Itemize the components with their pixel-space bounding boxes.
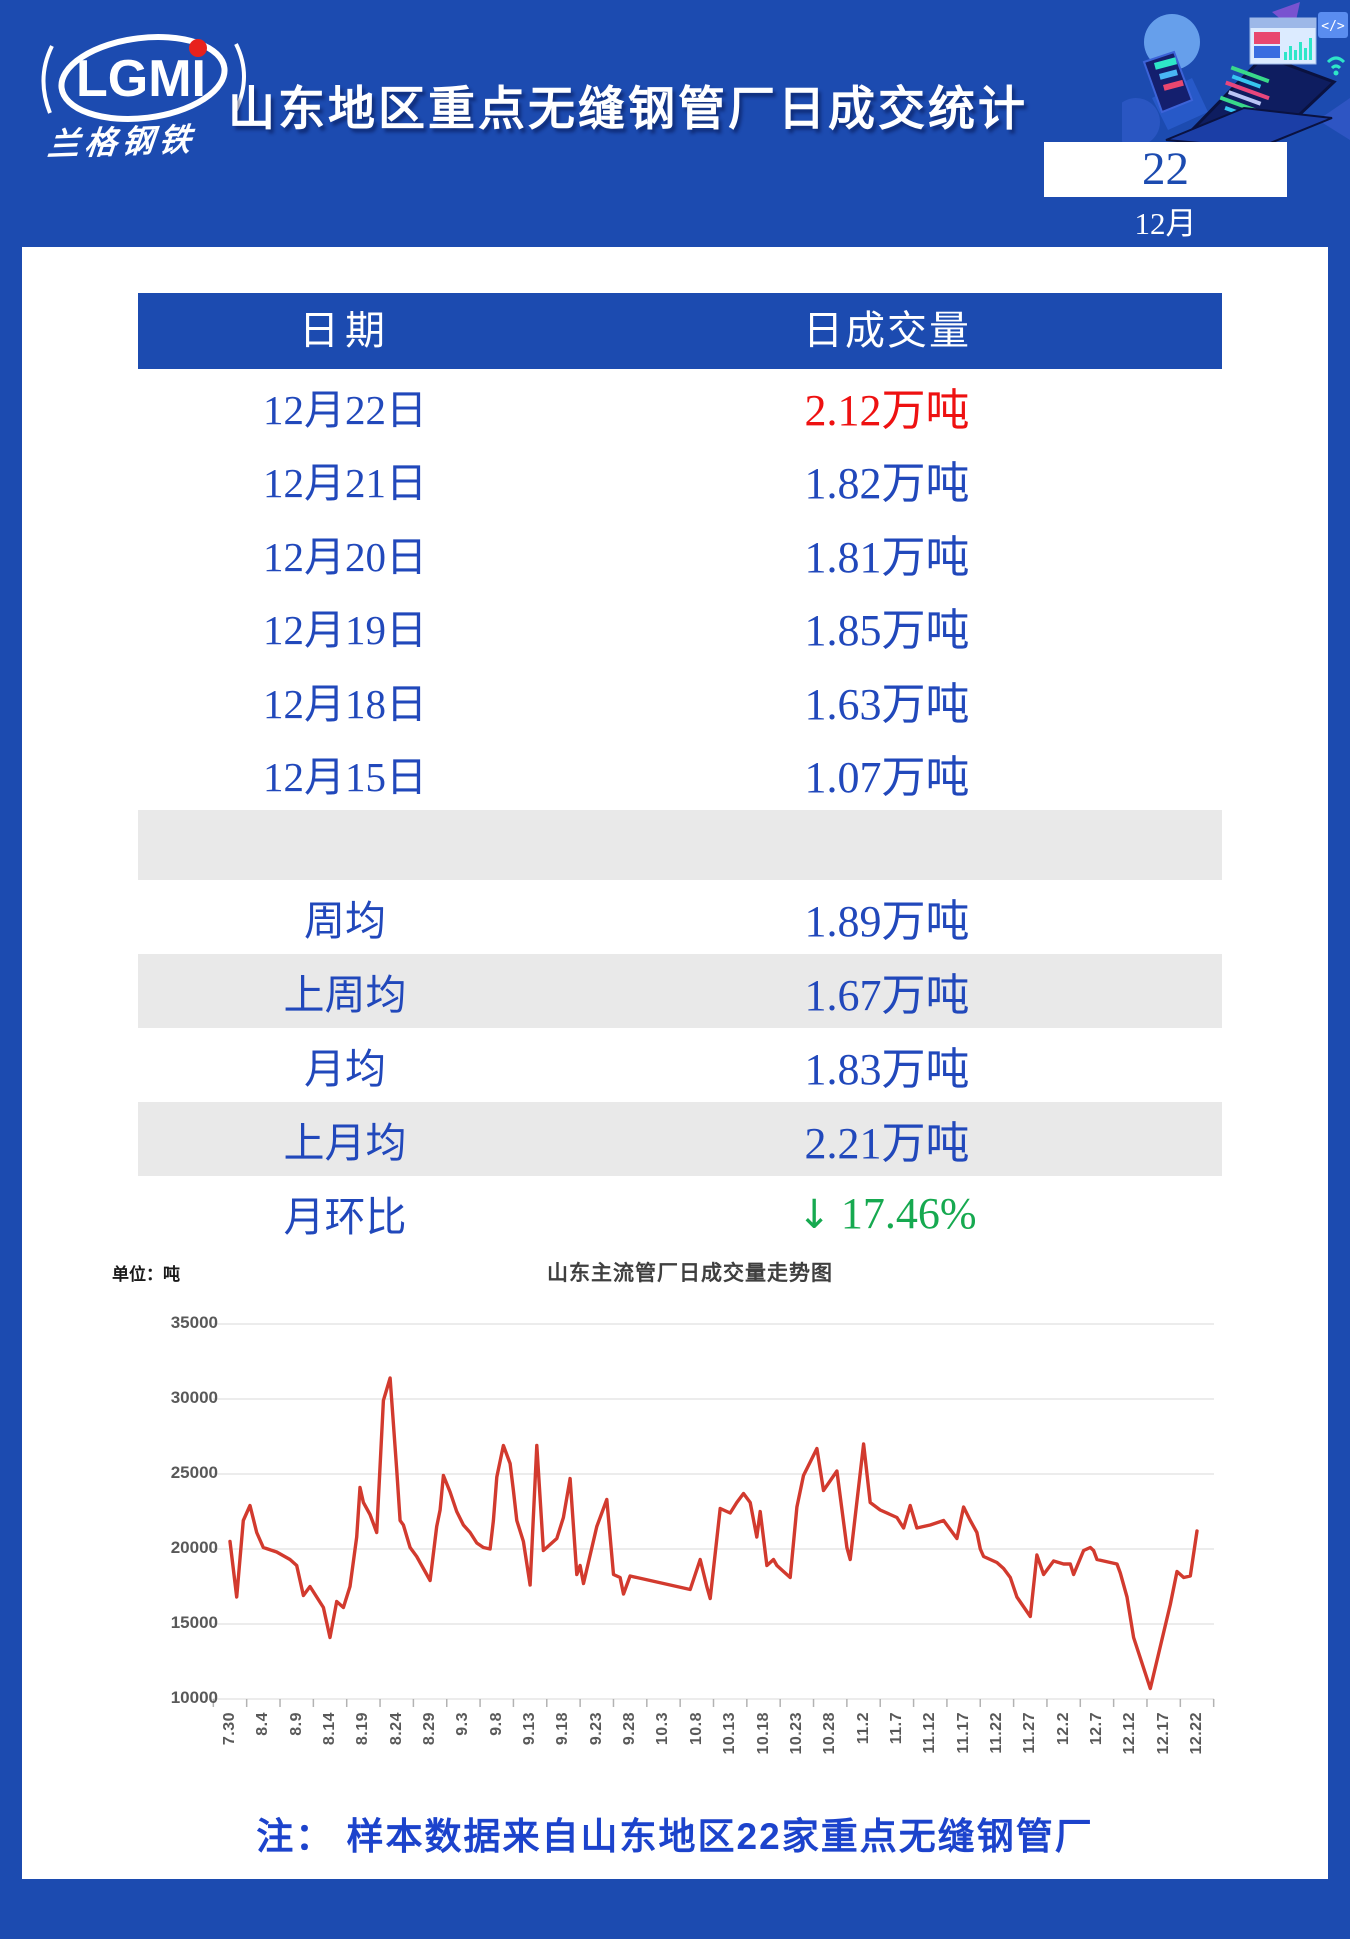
x-axis-tick-label: 9.23: [587, 1712, 605, 1746]
summary-row: 周均 1.89万吨: [138, 880, 1222, 954]
table-body: 12月22日 2.12万吨 12月21日 1.82万吨 12月20日 1.81万吨 12月1…: [138, 369, 1222, 810]
table-row: 12月18日 1.63万吨: [138, 663, 1222, 737]
row-value: 1.63万吨: [804, 679, 970, 729]
table-header-row: 日期 日成交量: [138, 293, 1222, 369]
summary-value: 2.21万吨: [804, 1119, 970, 1168]
x-axis-tick-label: 10.8: [687, 1712, 705, 1746]
x-axis-tick-label: 11.17: [954, 1712, 972, 1754]
table-row: 12月15日 1.07万吨: [138, 737, 1222, 811]
x-axis-tick-label: 8.4: [254, 1712, 272, 1736]
logo-red-dot: [189, 39, 207, 57]
summary-label: 上月均: [283, 1120, 407, 1166]
row-date: 12月19日: [263, 607, 427, 654]
code-badge-icon: [1318, 12, 1348, 38]
summary-value: 1.83万吨: [804, 1045, 970, 1094]
down-arrow-icon: ↓: [797, 1191, 831, 1238]
x-axis-tick-label: 10.18: [754, 1712, 772, 1755]
y-axis-tick-label: 15000: [170, 1613, 218, 1632]
x-axis-tick-label: 9.28: [621, 1712, 639, 1746]
x-axis-tick-label: 12.12: [1121, 1712, 1139, 1755]
row-date: 12月20日: [263, 533, 427, 580]
date-badge-day: 22: [1142, 143, 1189, 195]
lgmi-logo: LGMI: [38, 18, 253, 168]
x-axis-tick-label: 11.2: [854, 1712, 872, 1745]
x-axis-tick-label: 9.13: [521, 1712, 539, 1746]
y-axis-tick-label: 20000: [170, 1538, 218, 1557]
row-date: 12月21日: [263, 460, 427, 507]
x-axis-tick-label: 9.8: [487, 1712, 505, 1736]
wifi-icon: [1326, 56, 1346, 70]
x-axis-tick-label: 8.14: [321, 1712, 339, 1746]
row-value: 1.82万吨: [804, 459, 970, 509]
date-badge-month: 12月: [1134, 206, 1197, 241]
summary-value: ↓ 17.46%: [552, 1188, 1222, 1239]
y-axis-tick-label: 30000: [170, 1388, 218, 1407]
content-panel: [22, 247, 1328, 1879]
row-value: 1.07万吨: [804, 753, 970, 803]
column-header-date: 日期: [299, 308, 391, 353]
lgmi-logo-text: LGMI: [76, 50, 206, 108]
table-spacer-row: [138, 810, 1222, 880]
summary-label: 上周均: [283, 972, 407, 1018]
x-axis-tick-label: 9.3: [454, 1712, 472, 1736]
y-axis-tick-label: 10000: [170, 1688, 218, 1707]
table-row: 12月20日 1.81万吨: [138, 516, 1222, 590]
table-row: 12月22日 2.12万吨: [138, 369, 1222, 443]
x-axis-tick-label: 8.24: [387, 1712, 405, 1746]
x-axis-tick-label: 10.28: [821, 1712, 839, 1755]
x-axis-tick-label: 7.30: [221, 1712, 238, 1746]
x-axis-tick-label: 12.2: [1054, 1712, 1072, 1746]
chart-unit-label: 单位：吨: [112, 1265, 180, 1284]
summary-row: 月均 1.83万吨: [138, 1028, 1222, 1102]
x-axis-tick-label: 8.9: [287, 1712, 305, 1736]
summary-label: 周均: [304, 898, 386, 944]
x-axis-tick-label: 11.22: [987, 1712, 1005, 1754]
tech-illustration: </>: [1122, 2, 1350, 152]
date-badge: 22: [1044, 142, 1287, 197]
column-header-volume: 日成交量: [803, 308, 971, 353]
row-date: 12月15日: [263, 754, 427, 801]
summary-row: 上月均 2.21万吨: [138, 1102, 1222, 1176]
row-date: 12月18日: [263, 680, 427, 727]
footnote: 注： 样本数据来自山东地区22家重点无缝钢管厂: [256, 1816, 1094, 1857]
summary-value: 1.67万吨: [804, 971, 970, 1020]
volume-line-series: [228, 1376, 1199, 1691]
table-row: 12月19日 1.85万吨: [138, 590, 1222, 664]
svg-text:</>: </>: [1321, 19, 1345, 34]
row-value: 1.85万吨: [804, 606, 970, 656]
summary-row: 月环比 ↓ 17.46%: [138, 1176, 1222, 1250]
row-date: 12月22日: [263, 386, 427, 433]
table-row: 12月21日 1.82万吨: [138, 443, 1222, 517]
row-value: 2.12万吨: [804, 385, 970, 435]
x-axis-tick-label: 12.7: [1087, 1712, 1105, 1746]
x-axis-tick-label: 8.29: [421, 1712, 439, 1746]
x-axis-tick-label: 11.12: [921, 1712, 939, 1754]
summary-value: 1.89万吨: [804, 897, 970, 946]
summary-row: 上周均 1.67万吨: [138, 954, 1222, 1028]
y-axis-tick-label: 35000: [170, 1313, 218, 1332]
chart-title: 山东主流管厂日成交量走势图: [547, 1262, 833, 1285]
y-axis-tick-label: 25000: [170, 1463, 218, 1482]
summary-value-text: 17.46%: [840, 1188, 977, 1238]
x-axis-tick-label: 10.13: [721, 1712, 739, 1755]
table-summary: 周均 1.89万吨上周均 1.67万吨月均 1.83万吨上月均 2.21万吨月环比 ↓ 17…: [138, 880, 1222, 1250]
x-axis-tick-label: 12.17: [1154, 1712, 1172, 1755]
lgmi-logo-mark: LGMI: [41, 34, 246, 122]
x-axis-tick-label: 11.27: [1021, 1712, 1039, 1754]
summary-label: 月均: [304, 1046, 386, 1092]
x-axis-tick-label: 12.22: [1188, 1712, 1205, 1755]
page-title: 山东地区重点无缝钢管厂日成交统计: [228, 82, 1028, 135]
x-axis-tick-label: 9.18: [554, 1712, 572, 1746]
row-value: 1.81万吨: [804, 532, 970, 582]
x-axis-tick-label: 11.7: [887, 1712, 905, 1745]
summary-label: 月环比: [283, 1194, 407, 1240]
x-axis-tick-label: 8.19: [354, 1712, 372, 1746]
x-axis-tick-label: 10.3: [654, 1712, 672, 1746]
x-axis-tick-label: 10.23: [787, 1712, 805, 1755]
